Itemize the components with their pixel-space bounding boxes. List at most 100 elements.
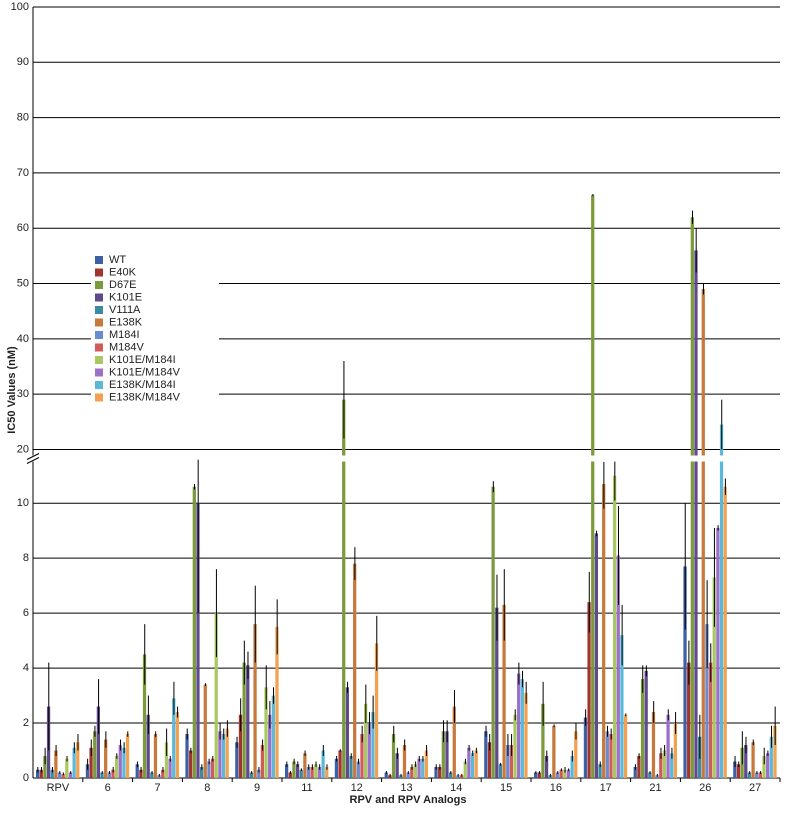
- bar: [766, 753, 770, 778]
- x-tick-label: 9: [254, 782, 260, 794]
- bar: [424, 750, 428, 778]
- y-tick-label: 2: [23, 717, 29, 729]
- bar: [662, 750, 667, 778]
- bar: [673, 723, 677, 778]
- bar: [196, 503, 200, 778]
- bar: [54, 750, 58, 778]
- y-axis-title: IC50 Values (nM): [6, 346, 18, 434]
- x-tick-label: 11: [301, 782, 312, 794]
- x-tick-label: 14: [450, 782, 462, 794]
- legend-swatch: [95, 393, 103, 402]
- bar: [338, 750, 342, 778]
- bar: [146, 714, 150, 778]
- x-tick-label: RPV: [47, 782, 70, 794]
- bar: [153, 734, 158, 778]
- bar: [260, 745, 264, 778]
- bar: [690, 217, 694, 778]
- y-tick-label: 100: [11, 1, 29, 13]
- bar: [325, 767, 329, 778]
- axis-break-mark: [26, 457, 40, 464]
- bar: [484, 731, 488, 778]
- bar: [563, 769, 567, 778]
- bar: [719, 424, 724, 778]
- bar: [50, 769, 54, 778]
- x-tick-label: 16: [550, 782, 562, 794]
- bar: [651, 712, 656, 778]
- bar: [716, 527, 720, 778]
- bar: [139, 769, 143, 778]
- bar: [591, 195, 595, 778]
- bar: [609, 734, 613, 778]
- legend-label: V111A: [109, 304, 141, 316]
- bar: [747, 772, 752, 778]
- legend-swatch: [95, 293, 103, 302]
- y-tick-label: 30: [17, 388, 29, 400]
- bar: [61, 773, 65, 778]
- axis-break-mark: [26, 453, 40, 460]
- bar: [570, 756, 574, 778]
- bar: [524, 692, 528, 778]
- x-tick-label: 8: [204, 782, 210, 794]
- y-tick-label: 50: [17, 277, 29, 289]
- bar: [210, 758, 215, 778]
- x-tick-label: 7: [154, 782, 160, 794]
- legend-swatch: [95, 281, 103, 289]
- axis-break: [27, 455, 39, 462]
- legend-label: E138K: [109, 316, 143, 328]
- bar: [705, 624, 709, 778]
- bar: [736, 764, 741, 778]
- bar: [207, 761, 211, 778]
- bar: [299, 769, 303, 778]
- bar: [356, 761, 360, 778]
- bar: [36, 769, 40, 778]
- bar: [598, 764, 602, 778]
- legend-label: E138K/M184V: [109, 391, 181, 403]
- bar: [225, 728, 229, 778]
- bar: [85, 764, 90, 778]
- bar: [89, 747, 93, 778]
- bar: [122, 747, 126, 778]
- bar: [246, 665, 250, 778]
- bar: [306, 767, 311, 778]
- y-tick-label: 4: [23, 662, 29, 674]
- bar: [517, 673, 521, 778]
- bar: [574, 731, 578, 778]
- bar: [235, 742, 239, 778]
- bar: [125, 734, 130, 778]
- y-tick-label: 0: [23, 772, 29, 784]
- bar: [723, 486, 727, 778]
- bar: [100, 772, 104, 778]
- bar: [303, 753, 307, 778]
- bar: [467, 747, 471, 778]
- bar: [314, 764, 318, 778]
- bar: [164, 742, 169, 778]
- bar: [587, 602, 591, 778]
- bar: [334, 758, 339, 778]
- bar: [495, 607, 499, 778]
- bar: [602, 483, 606, 778]
- bar: [733, 761, 737, 778]
- bar: [633, 767, 637, 778]
- bar-break: [689, 455, 695, 462]
- legend-label: K101E/M184I: [109, 354, 176, 366]
- bar: [555, 772, 560, 778]
- bar: [773, 725, 777, 778]
- bar: [218, 731, 222, 778]
- bar: [57, 772, 62, 778]
- legend-swatch: [95, 343, 103, 352]
- bar: [644, 670, 648, 778]
- bar: [616, 555, 620, 778]
- bar-break: [700, 455, 706, 462]
- y-tick-label: 40: [17, 333, 29, 345]
- bar: [115, 756, 119, 778]
- bar: [161, 769, 165, 778]
- bar: [670, 753, 674, 778]
- bar: [687, 662, 691, 778]
- bar: [559, 769, 563, 778]
- bar: [321, 750, 325, 778]
- bar: [200, 767, 204, 778]
- legend-label: M184V: [109, 341, 145, 353]
- bar: [349, 756, 353, 778]
- bar: [364, 703, 368, 778]
- bar: [534, 772, 538, 778]
